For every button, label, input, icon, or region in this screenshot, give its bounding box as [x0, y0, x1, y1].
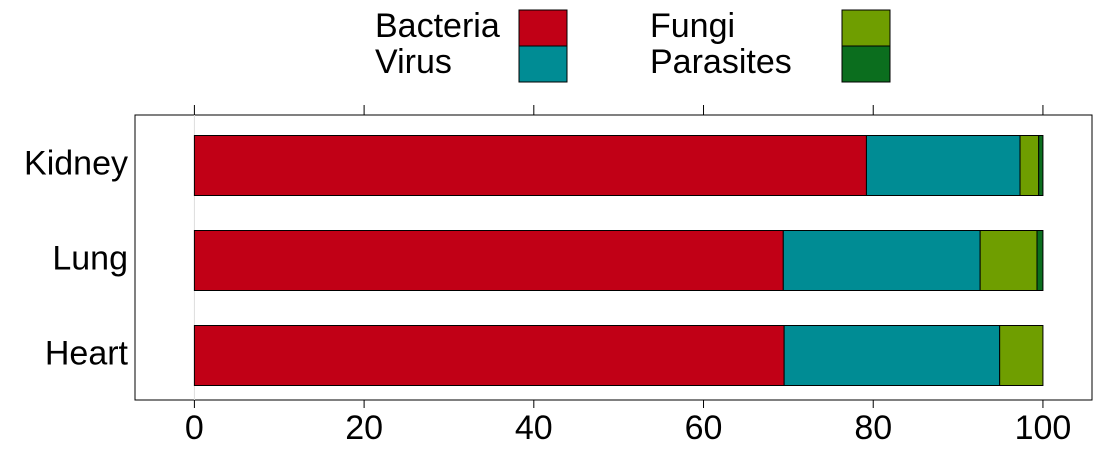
y-tick-label: Heart [45, 334, 129, 372]
x-tick-label: 40 [515, 409, 553, 447]
bar-segment [193, 325, 785, 386]
legend-swatch [518, 45, 568, 83]
legend-label: Virus [375, 43, 452, 81]
plot-area [134, 114, 1093, 401]
legend-swatch [518, 9, 568, 47]
bar-segment [193, 230, 784, 291]
legend-label: Fungi [650, 7, 735, 45]
bar-segment [1036, 230, 1044, 291]
bar-segment [193, 135, 867, 196]
legend-swatch [841, 9, 891, 47]
bar-segment [783, 325, 1001, 386]
legend-label: Bacteria [375, 7, 500, 45]
legend-label: Parasites [650, 43, 792, 81]
x-tick-label: 100 [1015, 409, 1072, 447]
x-tick-label: 20 [345, 409, 383, 447]
y-tick-label: Kidney [24, 144, 128, 182]
x-tick-label: 0 [185, 409, 204, 447]
bar-segment [782, 230, 981, 291]
y-tick-label: Lung [52, 239, 128, 277]
x-tick-label: 60 [685, 409, 723, 447]
bar-segment [979, 230, 1038, 291]
legend-swatch [841, 45, 891, 83]
x-tick-label: 80 [854, 409, 892, 447]
bar-segment [865, 135, 1021, 196]
bar-segment [1019, 135, 1040, 196]
bar-segment [999, 325, 1044, 386]
bar-segment [1038, 135, 1044, 196]
